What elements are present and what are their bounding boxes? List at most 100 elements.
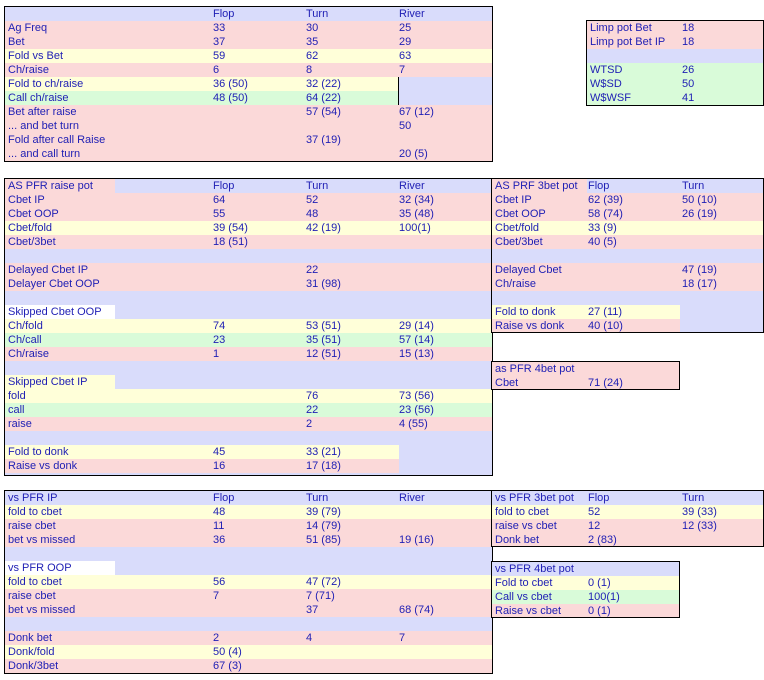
stat-label: raise cbet <box>8 520 56 532</box>
stat-label: W$WSF <box>590 92 631 104</box>
stat-turn: 47 (19) <box>682 264 717 276</box>
stat-river: 25 <box>399 22 412 34</box>
prf3bet-row: Fold to donk 27 (11) <box>492 305 680 319</box>
stat-turn: 37 (19) <box>306 134 341 146</box>
pfr-subheader-row: Skipped Cbet IP <box>5 375 492 389</box>
pfr-header-flop: Flop <box>213 180 235 192</box>
main-header-row: Flop Turn River <box>5 7 492 21</box>
stat-turn: 51 (85) <box>306 534 341 546</box>
stat-label: vs PFR OOP <box>8 562 72 574</box>
main-header-turn: Turn <box>306 8 329 20</box>
vspfr-header-title: vs PFR IP <box>8 492 58 504</box>
pfr-row: Delayer Cbet OOP 31 (98) <box>5 277 492 291</box>
stat-flop: 40 (10) <box>588 320 623 332</box>
stat-flop: 56 <box>213 576 226 588</box>
stat-label: Raise vs donk <box>495 320 565 332</box>
vspfr-row: raise cbet 7 7 (71) <box>5 589 492 603</box>
stat-label: Call vs cbet <box>495 591 552 603</box>
vs3bet-row: Donk bet 2 (83) <box>492 533 763 546</box>
stat-label: Cbet IP <box>8 194 45 206</box>
pfr-header-title: AS PFR raise pot <box>8 180 93 192</box>
stat-label: Cbet/3bet <box>495 236 543 248</box>
stat-label: ... and call turn <box>8 148 81 160</box>
vs4bet-row: Fold to cbet 0 (1) <box>492 576 679 590</box>
limp-row: W$WSF 41 <box>587 91 763 105</box>
pfr-4bet-pot-panel: as PFR 4bet pot Cbet 71 (24) <box>491 361 680 390</box>
main-row-fold-vs-bet: Fold vs Bet 59 62 63 <box>5 49 492 63</box>
stat-turn: 31 (98) <box>306 278 341 290</box>
stat-river: 67 (12) <box>399 106 434 118</box>
stat-label: Ch/fold <box>8 320 43 332</box>
stat-label: Skipped Cbet OOP <box>8 306 102 318</box>
stat-turn: 64 (22) <box>306 92 341 104</box>
main-header-flop: Flop <box>213 8 235 20</box>
main-row-ch-raise: Ch/raise 6 8 7 <box>5 63 492 77</box>
stat-flop: 39 (54) <box>213 222 248 234</box>
stat-turn: 52 <box>306 194 319 206</box>
stat-label: fold to cbet <box>8 576 62 588</box>
pfr-row: Cbet IP 64 52 32 (34) <box>5 193 492 207</box>
stat-river: 20 (5) <box>399 148 428 160</box>
stat-flop: 64 <box>213 194 226 206</box>
stat-flop: 6 <box>213 64 220 76</box>
vspfr-row: fold to cbet 48 39 (79) <box>5 505 492 519</box>
stat-turn: 14 (79) <box>306 520 341 532</box>
stat-turn: 62 <box>306 50 319 62</box>
stat-label: Donk/fold <box>8 646 55 658</box>
vs-pfr-panel: vs PFR IP Flop Turn River fold to cbet 4… <box>4 490 493 674</box>
stat-label: bet vs missed <box>8 534 76 546</box>
pfr4bet-row: Cbet 71 (24) <box>492 376 679 389</box>
stat-label: Fold to cbet <box>495 577 553 589</box>
stat-label: Donk bet <box>8 632 53 644</box>
vspfr-header-river: River <box>399 492 425 504</box>
stat-flop: 48 (50) <box>213 92 248 104</box>
vspfr-spacer-row <box>5 547 492 561</box>
stat-flop: 33 <box>213 22 226 34</box>
stat-label: raise cbet <box>8 590 56 602</box>
pfr-row: Cbet/3bet 18 (51) <box>5 235 492 249</box>
stat-label: Cbet OOP <box>495 208 546 220</box>
stat-label: Fold vs Bet <box>8 50 64 62</box>
vspfr-row: Donk/3bet 67 (3) <box>5 659 492 673</box>
vspfr-row: Donk/fold 50 (4) <box>5 645 492 659</box>
vspfr-row: bet vs missed 36 51 (85) 19 (16) <box>5 533 492 547</box>
stat-label: raise vs cbet <box>495 520 557 532</box>
limp-pot-panel: Limp pot Bet 18 Limp pot Bet IP 18 WTSD … <box>586 20 764 106</box>
stat-value: 18 <box>682 22 695 34</box>
stat-label: Delayer Cbet OOP <box>8 278 100 290</box>
stat-flop: 0 (1) <box>588 605 611 617</box>
stat-flop: 40 (5) <box>588 236 617 248</box>
pfr-row: raise 2 4 (55) <box>5 417 492 431</box>
stat-flop: 1 <box>213 348 220 360</box>
vs3bet-header-flop: Flop <box>588 492 610 504</box>
stat-river: 32 (34) <box>399 194 434 206</box>
stat-turn: 47 (72) <box>306 576 341 588</box>
stat-river: 73 (56) <box>399 390 434 402</box>
limp-row: Limp pot Bet IP 18 <box>587 35 763 49</box>
main-row-fold-to-ch-raise: Fold to ch/raise 36 (50) 32 (22) <box>5 77 492 91</box>
prf3bet-row: Ch/raise 18 (17) <box>492 277 763 291</box>
prf3bet-row: Cbet/3bet 40 (5) <box>492 235 763 249</box>
stat-label: Ag Freq <box>8 22 48 34</box>
stat-label: fold to cbet <box>495 506 549 518</box>
pfr-row: Raise vs donk 16 17 (18) <box>5 459 399 473</box>
vspfr-row: raise cbet 11 14 (79) <box>5 519 492 533</box>
stat-turn: 32 (22) <box>306 78 341 90</box>
pfr-row: Cbet/fold 39 (54) 42 (19) 100(1) <box>5 221 492 235</box>
stat-river: 4 (55) <box>399 418 428 430</box>
stat-turn: 50 (10) <box>682 194 717 206</box>
pfr-spacer-row <box>5 361 492 375</box>
prf-3bet-pot-panel: AS PRF 3bet pot Flop Turn Cbet IP 62 (39… <box>491 178 764 333</box>
vs3bet-row: fold to cbet 52 39 (33) <box>492 505 763 519</box>
stat-river: 29 (14) <box>399 320 434 332</box>
prf3bet-spacer-row <box>492 249 763 263</box>
stat-turn: 39 (33) <box>682 506 717 518</box>
main-row-and-bet-turn: ... and bet turn 50 <box>5 119 492 133</box>
pfr-header-turn: Turn <box>306 180 329 192</box>
stat-label: W$SD <box>590 78 622 90</box>
stat-flop: 59 <box>213 50 226 62</box>
prf3bet-header-flop: Flop <box>588 180 610 192</box>
stat-flop: 71 (24) <box>588 377 623 389</box>
stat-label: Fold to ch/raise <box>8 78 84 90</box>
stat-flop: 33 (9) <box>588 222 617 234</box>
